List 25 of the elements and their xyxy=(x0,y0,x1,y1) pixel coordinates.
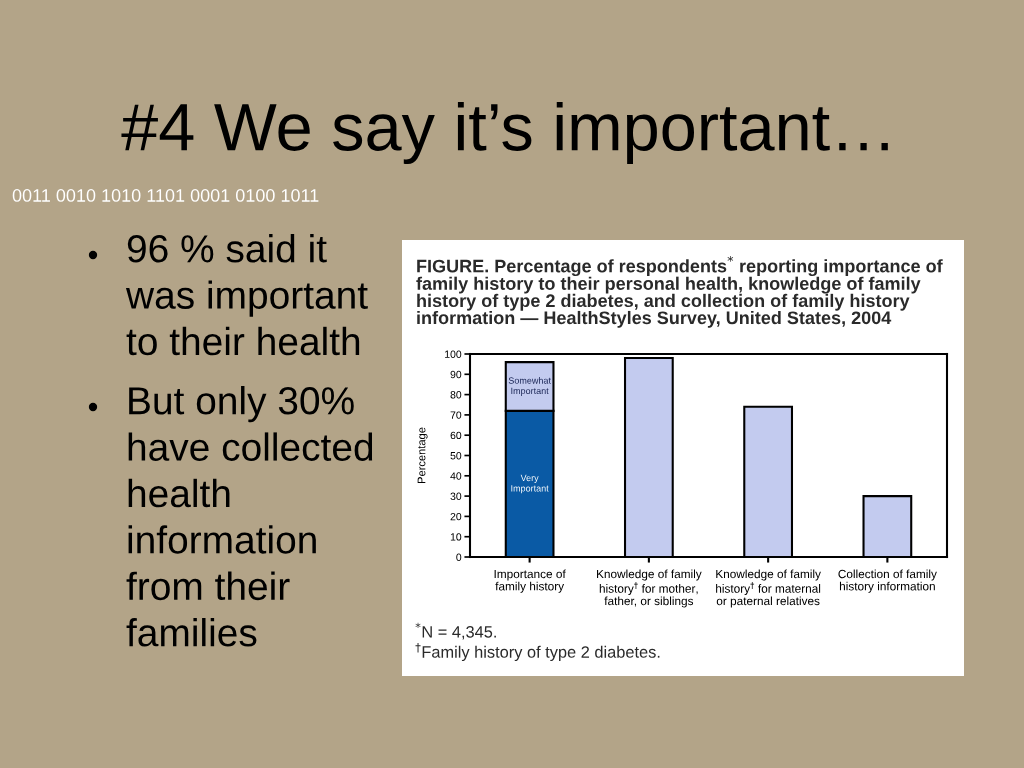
y-tick-label: 40 xyxy=(450,472,462,480)
x-tick-label: Importance of family history xyxy=(494,569,566,593)
y-tick-label: 100 xyxy=(445,350,462,358)
text: 96 % said it was important to their health xyxy=(125,234,368,356)
text: But only 30% have collected health information from their families xyxy=(126,386,373,647)
y-tick-label: 90 xyxy=(450,370,462,379)
x-tick-label: Collection of family history information xyxy=(838,569,937,593)
series-label: Very Important xyxy=(511,474,549,494)
text: $^{†}$Family history of type 2 diabetes. xyxy=(415,643,660,662)
x-tick-label: Knowledge of family history$^{†}$ for maternal or paternal relatives xyxy=(716,569,821,608)
y-tick-label: 10 xyxy=(450,533,462,541)
y-tick-label: 70 xyxy=(450,411,462,419)
series-label: Somewhat Important xyxy=(508,377,551,396)
y-axis-title: Percentage xyxy=(417,427,428,483)
x-tick-label: Knowledge of family history$^{†}$ for mother, father, or siblings xyxy=(597,569,702,608)
y-tick-label: 60 xyxy=(450,431,462,440)
y-tick-label: 50 xyxy=(450,452,462,460)
y-tick-label: 80 xyxy=(450,391,462,399)
y-tick-label: 0 xyxy=(456,553,462,561)
y-tick-label: 20 xyxy=(450,512,462,521)
text: $^{*}$N = 4,345. xyxy=(415,622,496,640)
chart-subtitle: FIGURE. Percentage of respondents$^{*}$ reporting importance of family history to their personal health, knowledge of family history of type 2 diabetes, and collection of family history information — HealthStyles Survey, United States, 2004 xyxy=(416,256,943,328)
text: 0011 0010 1010 1101 0001 0100 1011 xyxy=(12,189,319,202)
y-tick-label: 30 xyxy=(450,492,462,500)
chart-title: #4 We say it’s important… xyxy=(121,101,888,165)
